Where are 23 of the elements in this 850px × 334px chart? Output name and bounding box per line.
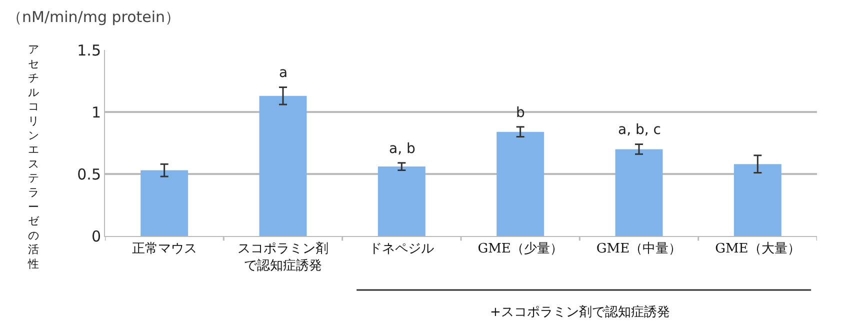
bar bbox=[140, 170, 188, 236]
bar bbox=[496, 132, 544, 236]
x-tick-label: GME（少量） bbox=[478, 242, 563, 257]
bar bbox=[378, 166, 426, 236]
annotation: b bbox=[516, 105, 525, 121]
bar bbox=[734, 164, 782, 236]
x-tick-label: ドネペジル bbox=[369, 242, 434, 257]
text: アセチルコリンエステラーゼの活性 bbox=[28, 43, 39, 270]
x-tick-label: スコポラミン剤で認知症誘発 bbox=[238, 242, 328, 274]
annotation: a bbox=[279, 65, 288, 81]
x-tick-label: GME（中量） bbox=[596, 242, 682, 257]
y-tick-label: 0 bbox=[91, 227, 101, 246]
y-tick-label: 1 bbox=[91, 103, 101, 122]
text: +スコポラミン剤で認知症誘発 bbox=[490, 305, 670, 320]
y-tick-label: 0.5 bbox=[77, 165, 101, 184]
x-tick-label: 正常マウス bbox=[132, 242, 197, 257]
x-tick-label: GME（大量） bbox=[715, 242, 800, 257]
annotation: a, b, c bbox=[618, 122, 661, 138]
bar bbox=[615, 149, 663, 236]
annotation: a, b bbox=[389, 141, 416, 157]
bar bbox=[259, 96, 307, 236]
text: （nM/min/mg protein） bbox=[7, 8, 180, 26]
y-tick-label: 1.5 bbox=[77, 41, 101, 60]
